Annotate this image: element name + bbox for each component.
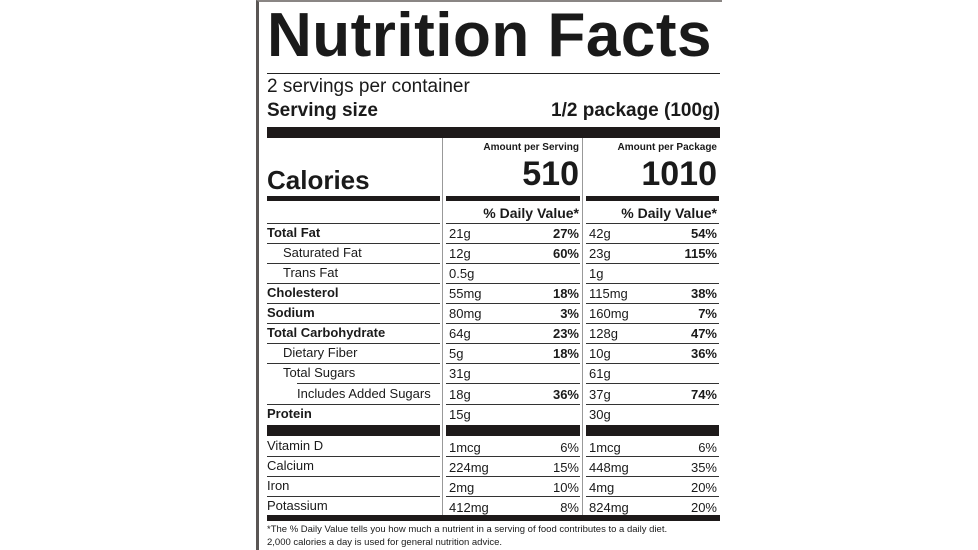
label-title: Nutrition Facts xyxy=(267,1,712,70)
amount-per-serving-header: Amount per Serving xyxy=(483,142,579,153)
vitamin-row-calcium: Calcium 224mg 15% 448mg 35% xyxy=(267,458,717,475)
nutrient-row-total-sugars: Total Sugars 31g 61g xyxy=(283,365,611,381)
calories-label: Calories xyxy=(267,165,370,195)
vitamins-bar-right xyxy=(586,425,719,436)
calories-bar-right xyxy=(586,196,719,201)
nutrient-row-dietary-fiber: Dietary Fiber 5g 18% 10g 36% xyxy=(283,345,717,361)
nutrient-row-protein: Protein 15g 30g xyxy=(267,406,611,422)
calories-bar-left xyxy=(267,196,440,201)
vitamin-row-vitamin-d: Vitamin D 1mcg 6% 1mcg 6% xyxy=(267,438,717,455)
serving-size-row: Serving size 1/2 package (100g) xyxy=(267,100,720,122)
nutrient-row-added-sugars: Includes Added Sugars 18g 36% 37g 74% xyxy=(297,386,717,402)
vitamins-bar-left xyxy=(267,425,440,436)
calories-bar-mid xyxy=(446,196,580,201)
title-divider xyxy=(267,73,720,74)
nutrient-row-sodium: Sodium 80mg 3% 160mg 7% xyxy=(267,305,717,321)
servings-per-container: 2 servings per container xyxy=(267,76,470,97)
daily-value-footnote: *The % Daily Value tells you how much a … xyxy=(267,524,668,548)
nutrient-row-saturated-fat: Saturated Fat 12g 60% 23g 115% xyxy=(283,245,717,261)
nutrient-row-trans-fat: Trans Fat 0.5g 1g xyxy=(283,265,604,281)
daily-value-header-serving: % Daily Value* xyxy=(483,205,579,221)
nutrient-row-total-carbohydrate: Total Carbohydrate 64g 23% 128g 47% xyxy=(267,325,717,341)
amount-per-package-header: Amount per Package xyxy=(617,142,717,153)
footnote-divider xyxy=(267,515,720,521)
serving-size-label: Serving size xyxy=(267,100,378,121)
calories-per-package: 1010 xyxy=(641,155,717,193)
serving-size-value: 1/2 package (100g) xyxy=(551,100,720,121)
vitamin-row-potassium: Potassium 412mg 8% 824mg 20% xyxy=(267,498,717,515)
vitamins-bar-mid xyxy=(446,425,580,436)
calories-per-serving: 510 xyxy=(522,155,579,193)
nutrient-row-cholesterol: Cholesterol 55mg 18% 115mg 38% xyxy=(267,285,717,301)
column-divider-2 xyxy=(582,138,583,519)
nutrient-row-total-fat: Total Fat 21g 27% 42g 54% xyxy=(267,225,717,241)
column-divider-1 xyxy=(442,138,443,519)
daily-value-header-package: % Daily Value* xyxy=(621,205,717,221)
vitamin-row-iron: Iron 2mg 10% 4mg 20% xyxy=(267,478,717,495)
nutrition-facts-label: Nutrition Facts 2 servings per container… xyxy=(256,0,722,550)
thick-divider xyxy=(267,127,720,138)
